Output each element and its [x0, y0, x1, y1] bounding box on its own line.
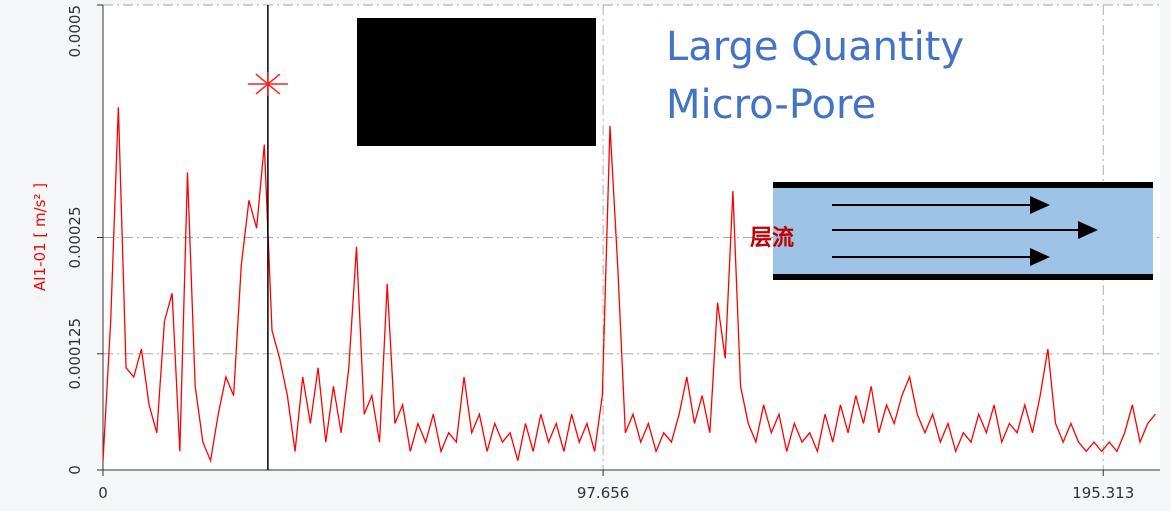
cursor-marker	[247, 72, 288, 97]
y-tick-label: 0.00025	[66, 206, 84, 268]
y-axis-label: AI1-01 [ m/s² ]	[31, 183, 49, 291]
arrow-head	[1030, 248, 1050, 266]
x-tick-label: 195.313	[1072, 484, 1134, 502]
annotation: Micro-Pore	[666, 82, 876, 128]
y-tick-label: 0.0005	[66, 5, 84, 58]
y-tick-label: 0	[66, 465, 84, 475]
annotation: 层流	[750, 225, 794, 251]
x-tick-label: 97.656	[577, 484, 630, 502]
arrow-head	[1078, 221, 1098, 239]
annotation: Large Quantity	[666, 24, 964, 70]
redaction-box	[357, 18, 596, 146]
y-tick-label: 0.000125	[66, 318, 84, 390]
series-line	[102, 107, 1156, 464]
laminar-flow-diagram	[773, 182, 1153, 280]
x-tick-label: 0	[98, 484, 108, 502]
arrow-head	[1030, 196, 1050, 214]
